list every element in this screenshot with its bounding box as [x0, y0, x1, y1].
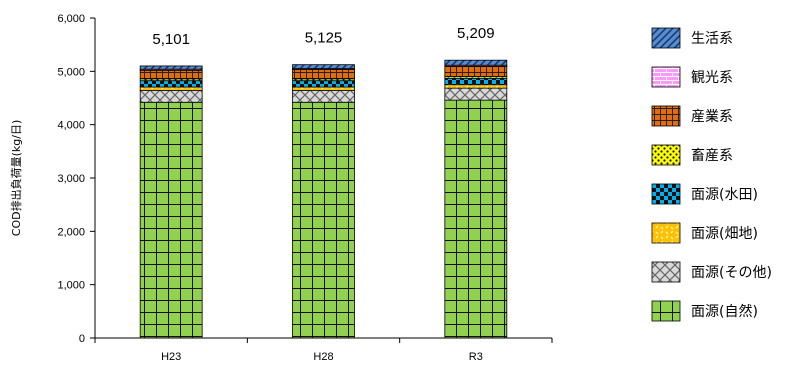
- legend-label: 面源(水田): [691, 187, 758, 203]
- y-tick-label: 2,000: [57, 226, 85, 238]
- y-tick-label: 5,000: [57, 66, 85, 78]
- legend-swatch: [651, 300, 681, 322]
- y-tick-label: 1,000: [57, 280, 85, 292]
- legend-label: 畜産系: [691, 148, 733, 164]
- bar-segment: [292, 69, 355, 80]
- bar-segment: [444, 87, 508, 101]
- bar-segment: [292, 90, 355, 103]
- bar-segment: [292, 86, 355, 91]
- legend-swatch: [651, 105, 681, 127]
- x-tick-label: H23: [161, 351, 181, 363]
- bar-segment: [139, 101, 203, 339]
- x-tick-label: H28: [313, 351, 333, 363]
- legend-label: 産業系: [691, 109, 733, 125]
- bar-segment: [444, 99, 508, 339]
- legend-swatch: [651, 222, 681, 244]
- legend-label: 面源(自然): [691, 303, 758, 320]
- legend-swatch: [651, 183, 681, 205]
- bar-segment: [139, 65, 203, 70]
- bar-segment: [292, 101, 355, 339]
- bar-segment: [139, 90, 203, 103]
- bar-segment: [292, 80, 355, 88]
- legend-swatch: [651, 261, 681, 283]
- bar-segment: [444, 59, 508, 66]
- bar-total-label: 5,101: [152, 31, 190, 48]
- legend-swatch: [651, 144, 681, 166]
- y-tick-label: 6,000: [57, 13, 85, 25]
- bar-segment: [444, 77, 508, 86]
- legend-swatch: [651, 27, 681, 49]
- bar-segment: [139, 86, 203, 91]
- y-tick-label: 0: [79, 333, 85, 345]
- y-axis-title: COD排出負荷量(kg/日): [9, 120, 23, 236]
- bar-total-label: 5,209: [457, 25, 495, 42]
- axes: H23 H28 R3 0 1,000 2,000 3,000 4,000 5,000 6,000 C…: [9, 13, 553, 363]
- bar-segment: [139, 69, 203, 80]
- bar-segment: [292, 64, 355, 69]
- y-tick-label: 4,000: [57, 120, 85, 132]
- legend-swatch: [651, 66, 681, 88]
- legend-label: 観光系: [691, 69, 733, 86]
- bar-total-label: 5,125: [305, 30, 343, 47]
- plot-area: 5,101 5,125 5,209: [139, 25, 508, 339]
- bar-segment: [444, 65, 508, 77]
- y-tick-label: 3,000: [57, 173, 85, 185]
- x-tick-label: R3: [469, 351, 483, 363]
- legend-label: 面源(その他): [691, 265, 772, 281]
- bar-segment: [444, 84, 508, 89]
- legend-label: 生活系: [691, 31, 733, 47]
- legend-label: 面源(畑地): [691, 226, 758, 242]
- bar-segment: [139, 80, 203, 88]
